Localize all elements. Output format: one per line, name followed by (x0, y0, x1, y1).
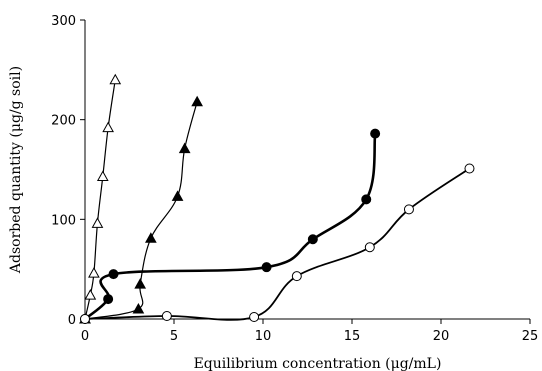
x-tick-label: 0 (81, 329, 89, 344)
x-tick-label: 10 (255, 329, 272, 344)
series-4-point (291, 271, 302, 282)
series-1-point (109, 73, 122, 85)
series-1-point (102, 121, 114, 133)
series-4-point (403, 204, 414, 215)
series-4-point (161, 311, 172, 322)
series-3-point (307, 234, 318, 245)
series-3-point (261, 262, 272, 273)
y-tick-label: 300 (51, 14, 76, 29)
series-4-point (80, 314, 90, 324)
series-4-point (364, 242, 375, 253)
series-4-point (249, 312, 260, 323)
series-3-line (84, 133, 377, 321)
series-1-point (96, 170, 109, 181)
tick-labels: 0 5 10 15 20 25 0 100 200 300 (51, 14, 538, 344)
y-axis-title: Adsorbed quantity (μg/g soil) (8, 66, 24, 274)
series-2-point (178, 142, 191, 154)
series-2-point (171, 190, 184, 201)
series-2-point (132, 303, 145, 314)
series-3-point (108, 269, 119, 280)
x-axis-title: Equilibrium concentration (μg/mL) (194, 356, 442, 371)
series-2-point (191, 95, 203, 107)
series-2-point (134, 278, 147, 289)
series-2-point (145, 232, 157, 243)
y-tick-label: 200 (51, 114, 76, 129)
y-tick-label: 0 (68, 313, 76, 328)
series-4-point (464, 163, 475, 174)
x-tick-label: 15 (344, 329, 361, 344)
series-1-point (91, 217, 104, 228)
series-1-point (84, 289, 97, 300)
y-tick-label: 100 (51, 213, 76, 228)
series-markers (79, 73, 475, 324)
x-tick-label: 25 (522, 329, 539, 344)
series-4-line (84, 167, 470, 321)
x-tick-label: 20 (433, 329, 450, 344)
x-tick-label: 5 (170, 329, 178, 344)
series-3-point (361, 194, 372, 205)
series-3-point (103, 294, 114, 305)
series-1-point (88, 267, 100, 278)
series-3-point (370, 128, 381, 139)
